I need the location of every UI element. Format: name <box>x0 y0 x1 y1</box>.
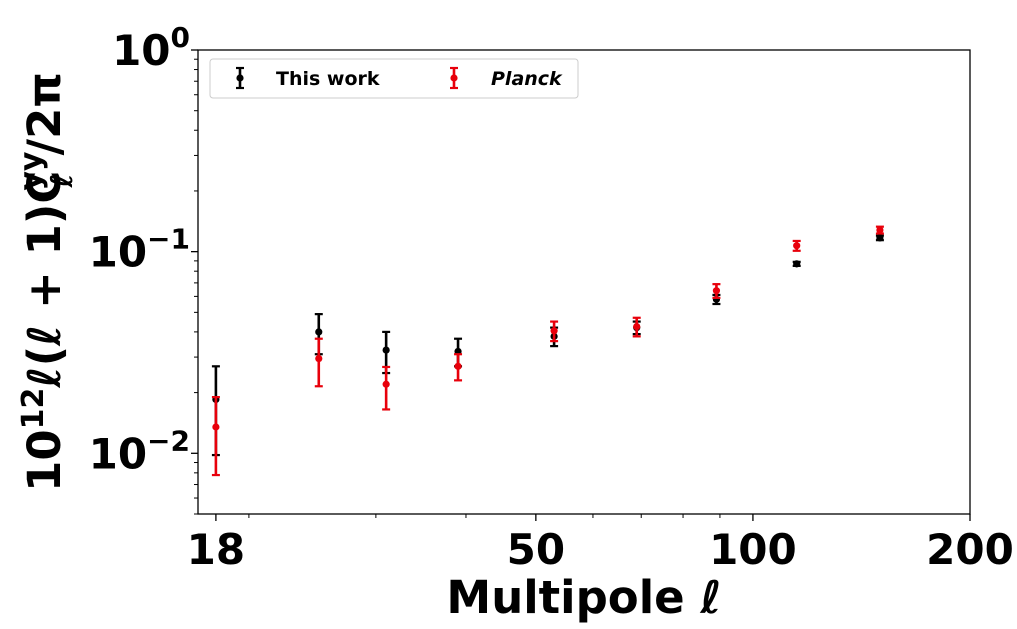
data-point <box>315 354 323 363</box>
y-axis-label: 1012ℓ(ℓ + 1)Cyyℓ/2π <box>14 72 80 492</box>
series-layer <box>211 225 884 477</box>
legend-box <box>209 58 579 99</box>
legend-label: This work <box>276 68 380 90</box>
legend-marker-dot <box>450 74 458 82</box>
legend-label: Planck <box>491 68 563 90</box>
legend-marker-dot <box>236 74 244 82</box>
legend: This work Planck <box>209 58 579 99</box>
x-tick-label: 50 <box>507 525 565 574</box>
data-point <box>315 328 323 336</box>
y-axis-label-prefix: 10 <box>18 429 71 492</box>
x-tick-label: 100 <box>709 525 797 574</box>
y-axis-label-main: ℓ(ℓ + 1)C <box>18 171 71 389</box>
minor-ticks <box>194 58 721 518</box>
data-point <box>793 260 801 268</box>
data-point <box>382 380 390 388</box>
y-tick-label: 100 <box>112 21 190 75</box>
y-tick-label: 10−1 <box>89 223 190 277</box>
x-tick-label: 200 <box>926 525 1014 574</box>
data-point <box>876 226 884 234</box>
x-axis-ticks: 18 50 100 200 <box>187 514 1014 574</box>
data-point <box>550 327 558 335</box>
x-tick-label: 18 <box>187 525 245 574</box>
x-axis-label: Multipole ℓ <box>446 571 721 624</box>
series-planck <box>211 225 884 477</box>
y-axis-ticks: 10−2 10−1 100 <box>89 21 198 478</box>
data-point <box>454 362 462 370</box>
data-point <box>793 242 801 250</box>
y-axis-label-suffix: /2π <box>18 72 71 155</box>
data-point <box>382 346 390 354</box>
plot-area <box>197 49 971 515</box>
y-tick-label: 10−2 <box>89 424 190 478</box>
y-axis-label-prefix-sup: 12 <box>16 388 51 430</box>
data-point <box>712 287 721 295</box>
y-axis-label-sup: yy <box>14 151 49 191</box>
data-point <box>876 234 884 242</box>
data-point <box>212 423 220 431</box>
data-point <box>633 322 641 331</box>
y-axis-label-sub: ℓ <box>45 173 80 188</box>
